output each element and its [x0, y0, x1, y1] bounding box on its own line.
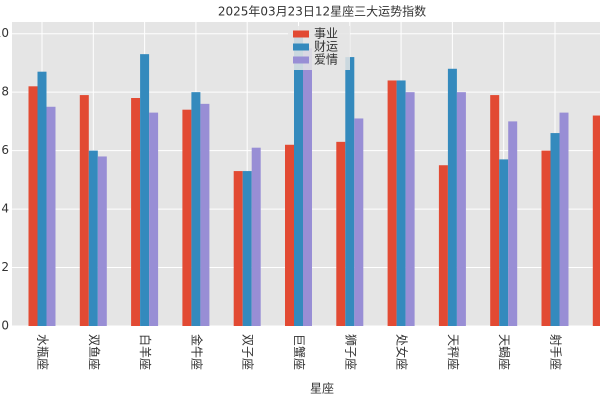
bar	[439, 165, 448, 326]
bar	[593, 116, 600, 326]
bar	[89, 151, 98, 326]
bar	[285, 145, 294, 326]
legend-swatch	[293, 57, 309, 64]
x-tick-label: 双子座	[241, 334, 256, 370]
bar	[457, 92, 466, 326]
bar	[252, 148, 261, 326]
bar	[98, 156, 107, 326]
legend-swatch	[293, 31, 309, 38]
bar	[397, 80, 406, 326]
legend-label: 爱情	[314, 53, 338, 67]
bar	[388, 80, 397, 326]
bar	[499, 159, 508, 326]
y-tick-label: 2	[1, 260, 9, 274]
y-tick-label: 6	[1, 143, 9, 157]
bar	[131, 98, 140, 326]
x-tick-label: 天秤座	[446, 334, 461, 370]
x-tick-label: 白羊座	[138, 334, 153, 370]
bar	[80, 95, 89, 326]
bar	[354, 118, 363, 326]
legend-swatch	[293, 44, 309, 51]
x-tick-label: 金牛座	[189, 334, 204, 370]
bar	[47, 107, 56, 326]
bar	[200, 104, 209, 326]
x-tick-label: 双鱼座	[87, 334, 102, 370]
x-tick-label: 水瓶座	[36, 334, 51, 370]
bar	[508, 121, 517, 326]
bar	[294, 37, 303, 326]
x-tick-label: 巨蟹座	[292, 334, 307, 370]
legend-label: 财运	[314, 40, 338, 54]
x-tick-label: 天蝎座	[497, 334, 512, 370]
bar	[243, 171, 252, 326]
bar	[149, 113, 158, 326]
legend-label: 事业	[314, 27, 338, 41]
bar	[191, 92, 200, 326]
y-tick-label: 0	[1, 319, 9, 333]
x-tick-label: 射手座	[549, 334, 564, 370]
bar	[182, 110, 191, 326]
x-tick-label: 狮子座	[343, 334, 358, 370]
bar	[406, 92, 415, 326]
bar	[448, 69, 457, 326]
x-axis-label: 星座	[310, 381, 334, 396]
chart-title: 2025年03月23日12星座三大运势指数	[218, 4, 426, 19]
bar	[490, 95, 499, 326]
y-tick-label: 4	[1, 202, 9, 216]
bar	[551, 133, 560, 326]
bar	[303, 48, 312, 326]
y-tick-label: 10	[0, 26, 9, 40]
x-tick-label: 处女座	[395, 334, 410, 370]
bar	[560, 113, 569, 326]
bar	[345, 57, 354, 326]
bar	[140, 54, 149, 326]
bar	[336, 142, 345, 326]
bar	[29, 86, 38, 326]
bar	[234, 171, 243, 326]
bar	[38, 72, 47, 326]
bar	[542, 151, 551, 326]
y-tick-label: 8	[1, 85, 9, 99]
